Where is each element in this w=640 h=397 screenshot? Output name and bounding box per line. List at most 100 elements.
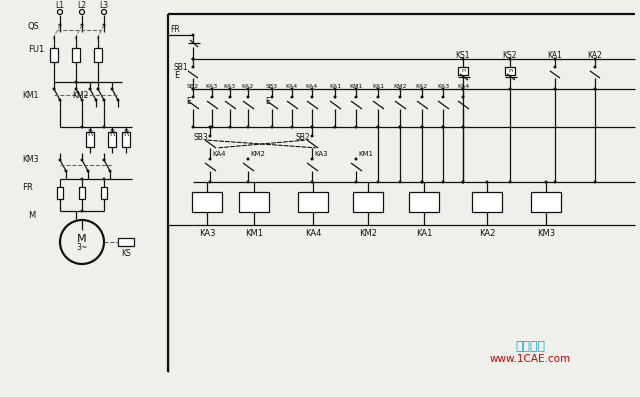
Circle shape <box>420 96 424 98</box>
Text: QS: QS <box>28 23 40 31</box>
Circle shape <box>291 96 294 98</box>
Text: E: E <box>265 96 269 106</box>
Circle shape <box>246 125 250 129</box>
Text: L2: L2 <box>77 0 86 10</box>
Circle shape <box>461 125 465 129</box>
Circle shape <box>291 87 294 91</box>
Circle shape <box>461 87 465 91</box>
Bar <box>239 192 269 212</box>
Circle shape <box>593 66 596 69</box>
Circle shape <box>191 58 195 60</box>
Circle shape <box>102 23 106 27</box>
Circle shape <box>102 98 106 102</box>
Circle shape <box>102 177 106 181</box>
Circle shape <box>399 125 401 129</box>
Circle shape <box>52 87 56 91</box>
Text: KM2: KM2 <box>359 229 377 239</box>
Text: L3: L3 <box>99 0 109 10</box>
Circle shape <box>461 125 465 129</box>
Bar <box>50 48 58 62</box>
Bar <box>472 192 502 212</box>
Text: KA4: KA4 <box>306 83 318 89</box>
Circle shape <box>246 87 250 91</box>
Circle shape <box>310 181 314 183</box>
Circle shape <box>228 96 232 98</box>
Circle shape <box>310 87 314 91</box>
Circle shape <box>246 158 250 160</box>
Text: 仿真在线: 仿真在线 <box>515 341 545 353</box>
Circle shape <box>442 87 445 91</box>
Circle shape <box>310 125 314 129</box>
Text: E: E <box>174 71 179 79</box>
Text: E: E <box>186 96 191 106</box>
Text: KA2: KA2 <box>416 83 428 89</box>
Bar <box>298 192 328 212</box>
Text: n: n <box>461 69 465 73</box>
Text: KA3: KA3 <box>199 229 215 239</box>
Circle shape <box>191 96 195 98</box>
Circle shape <box>246 96 250 98</box>
Circle shape <box>461 87 465 91</box>
Circle shape <box>399 125 401 129</box>
Circle shape <box>111 87 113 91</box>
Bar <box>458 67 468 75</box>
Text: FU1: FU1 <box>28 44 44 54</box>
Circle shape <box>461 58 465 60</box>
Bar <box>86 132 94 147</box>
Circle shape <box>399 96 401 98</box>
Circle shape <box>376 125 380 129</box>
Text: FR: FR <box>22 183 33 191</box>
Circle shape <box>109 170 111 173</box>
Circle shape <box>376 181 380 183</box>
Circle shape <box>211 96 214 98</box>
Text: KA3: KA3 <box>206 83 218 89</box>
Circle shape <box>228 87 232 91</box>
Circle shape <box>355 87 358 91</box>
Bar <box>118 238 134 246</box>
Circle shape <box>442 125 445 129</box>
Text: M: M <box>28 210 35 220</box>
Text: KM2: KM2 <box>393 83 407 89</box>
Circle shape <box>81 98 83 102</box>
Circle shape <box>333 87 337 91</box>
Circle shape <box>191 125 195 129</box>
Text: www.1CAE.com: www.1CAE.com <box>490 354 571 364</box>
Circle shape <box>509 58 511 60</box>
Text: KA4: KA4 <box>305 229 321 239</box>
Circle shape <box>442 125 445 129</box>
Text: KA2: KA2 <box>587 50 602 60</box>
Circle shape <box>58 158 61 162</box>
Circle shape <box>509 87 511 91</box>
Text: KA3: KA3 <box>224 83 236 89</box>
Circle shape <box>74 87 77 91</box>
Text: KM3: KM3 <box>537 229 555 239</box>
Circle shape <box>271 125 273 129</box>
Circle shape <box>420 125 424 129</box>
Circle shape <box>593 87 596 91</box>
Text: R: R <box>124 129 129 137</box>
Text: n: n <box>508 69 512 73</box>
Text: KM2: KM2 <box>250 151 265 157</box>
Text: KS1: KS1 <box>455 50 470 60</box>
Circle shape <box>291 125 294 129</box>
Text: KA1: KA1 <box>416 229 432 239</box>
Text: R: R <box>109 129 115 137</box>
Circle shape <box>209 125 211 129</box>
Circle shape <box>81 125 83 129</box>
Circle shape <box>420 87 424 91</box>
Bar <box>122 132 130 147</box>
Circle shape <box>271 96 273 98</box>
Text: M: M <box>77 234 87 244</box>
Circle shape <box>191 33 195 37</box>
Circle shape <box>209 158 211 160</box>
Circle shape <box>333 96 337 98</box>
Circle shape <box>486 181 488 183</box>
Circle shape <box>554 181 557 183</box>
Text: KM1: KM1 <box>349 83 363 89</box>
Text: SB2: SB2 <box>295 133 310 141</box>
Circle shape <box>310 158 314 160</box>
Circle shape <box>399 87 401 91</box>
Text: KA2: KA2 <box>242 83 254 89</box>
Text: SB2: SB2 <box>187 83 199 89</box>
Circle shape <box>81 158 83 162</box>
